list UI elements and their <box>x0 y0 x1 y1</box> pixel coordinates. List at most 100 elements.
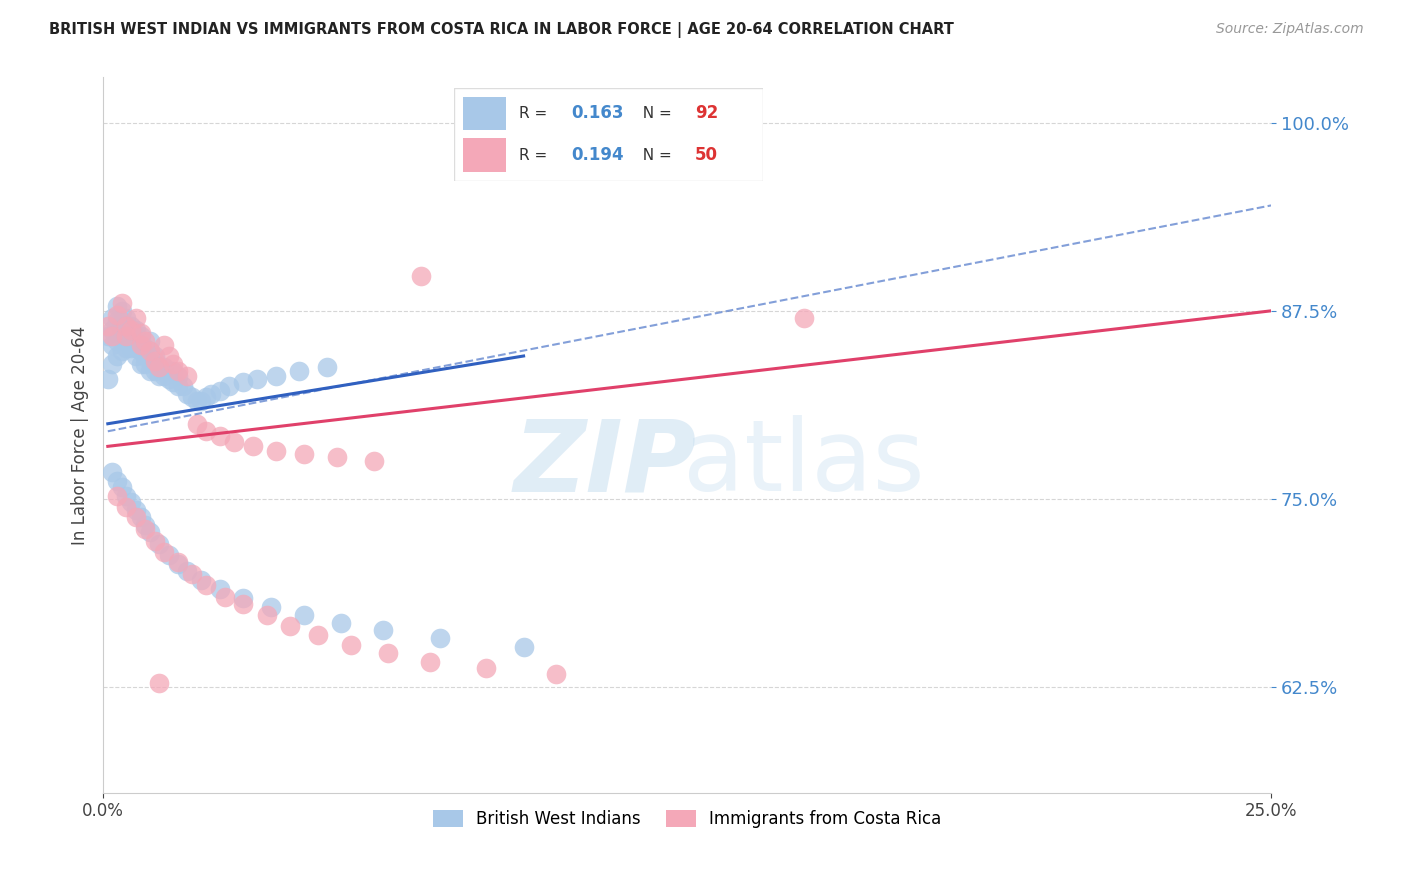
Point <box>153 545 176 559</box>
Point <box>167 555 190 569</box>
Point <box>218 379 240 393</box>
Point <box>139 334 162 348</box>
Point <box>125 342 148 356</box>
Point <box>143 353 166 368</box>
Point <box>172 379 194 393</box>
Point <box>101 311 124 326</box>
Point <box>125 502 148 516</box>
Point <box>143 534 166 549</box>
Point <box>339 638 361 652</box>
Point <box>194 578 217 592</box>
Point <box>278 618 301 632</box>
Point <box>105 299 128 313</box>
Point <box>157 371 180 385</box>
Point <box>153 359 176 374</box>
Point <box>325 450 347 464</box>
Point <box>115 311 138 326</box>
Point <box>105 474 128 488</box>
Point <box>546 666 568 681</box>
Point <box>134 349 156 363</box>
Text: BRITISH WEST INDIAN VS IMMIGRANTS FROM COSTA RICA IN LABOR FORCE | AGE 20-64 COR: BRITISH WEST INDIAN VS IMMIGRANTS FROM C… <box>49 22 955 38</box>
Point <box>129 338 152 352</box>
Point <box>475 661 498 675</box>
Point <box>115 318 138 333</box>
Point <box>139 344 162 359</box>
Text: atlas: atlas <box>683 415 925 512</box>
Point <box>162 375 184 389</box>
Point <box>232 375 254 389</box>
Point <box>134 517 156 532</box>
Point <box>111 480 134 494</box>
Point <box>115 329 138 343</box>
Point <box>232 591 254 606</box>
Point <box>105 309 128 323</box>
Point <box>120 329 142 343</box>
Point <box>129 510 152 524</box>
Point <box>148 675 170 690</box>
Point <box>115 323 138 337</box>
Point <box>120 342 142 356</box>
Point <box>134 357 156 371</box>
Point <box>157 349 180 363</box>
Point <box>129 329 152 343</box>
Point <box>194 390 217 404</box>
Point <box>176 368 198 383</box>
Point <box>292 607 315 622</box>
Point <box>125 311 148 326</box>
Point <box>120 318 142 333</box>
Point <box>208 429 231 443</box>
Point <box>373 623 395 637</box>
Point <box>260 600 283 615</box>
Point <box>214 590 236 604</box>
Point <box>115 500 138 514</box>
Point <box>200 386 222 401</box>
Point <box>148 359 170 374</box>
Point <box>97 371 120 385</box>
Point <box>120 495 142 509</box>
Y-axis label: In Labor Force | Age 20-64: In Labor Force | Age 20-64 <box>72 326 89 545</box>
Point <box>419 655 441 669</box>
Point <box>157 548 180 562</box>
Point <box>115 342 138 356</box>
Point <box>111 329 134 343</box>
Point <box>101 338 124 352</box>
Point <box>134 334 156 348</box>
Point <box>139 364 162 378</box>
Point <box>143 364 166 378</box>
Point <box>143 357 166 371</box>
Point <box>125 329 148 343</box>
Point <box>222 434 245 449</box>
Point <box>101 465 124 479</box>
Point <box>148 359 170 374</box>
Point <box>246 371 269 385</box>
Point <box>120 334 142 348</box>
Point <box>180 390 202 404</box>
Point <box>363 454 385 468</box>
Point <box>153 338 176 352</box>
Point <box>97 318 120 333</box>
Point <box>330 615 353 630</box>
Legend: British West Indians, Immigrants from Costa Rica: British West Indians, Immigrants from Co… <box>426 803 948 834</box>
Point <box>377 646 399 660</box>
Text: ZIP: ZIP <box>513 415 697 512</box>
Point <box>125 334 148 348</box>
Point <box>97 329 120 343</box>
Point <box>105 349 128 363</box>
Point <box>190 394 212 409</box>
Point <box>793 311 815 326</box>
Point <box>208 582 231 597</box>
Point <box>316 359 339 374</box>
Point <box>409 269 432 284</box>
Text: Source: ZipAtlas.com: Source: ZipAtlas.com <box>1216 22 1364 37</box>
Point <box>125 349 148 363</box>
Point <box>167 368 190 383</box>
Point <box>167 364 190 378</box>
Point <box>194 425 217 439</box>
Point <box>105 326 128 341</box>
Point <box>429 631 451 645</box>
Point <box>143 349 166 363</box>
Point <box>264 443 287 458</box>
Point <box>139 344 162 359</box>
Point <box>139 353 162 368</box>
Point <box>167 379 190 393</box>
